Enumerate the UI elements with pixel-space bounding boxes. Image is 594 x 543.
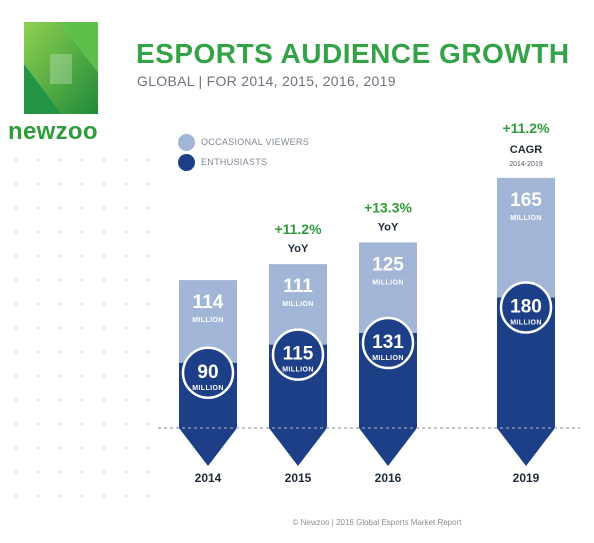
legend-occasional-label: OCCASIONAL VIEWERS	[201, 137, 310, 147]
chart-subtitle: GLOBAL | FOR 2014, 2015, 2016, 2019	[137, 73, 396, 89]
growth-type-2016: YoY	[378, 221, 399, 233]
circle-enthusiasts-2015	[271, 328, 325, 381]
category-label-2015: 2015	[285, 471, 312, 485]
bar-occasional-2014	[179, 280, 237, 363]
circle-enthusiasts-2014	[181, 346, 235, 399]
legend-enthusiasts-label: ENTHUSIASTS	[201, 157, 268, 167]
bar-enthusiasts-2019	[497, 297, 555, 466]
circle-enthusiasts-2019	[499, 281, 553, 334]
label-enthusiasts-unit-2019: MILLION	[510, 320, 542, 327]
label-enthusiasts-value-2019: 180	[510, 297, 542, 318]
label-enthusiasts-value-2015: 115	[283, 344, 314, 365]
category-label-2016: 2016	[375, 471, 402, 485]
bar-occasional-2015	[269, 264, 327, 345]
label-occasional-value-2014: 114	[193, 292, 224, 313]
bar-enthusiasts-2016	[359, 333, 417, 466]
bar-enthusiasts-2014	[179, 362, 237, 466]
label-enthusiasts-unit-2014: MILLION	[192, 385, 224, 392]
legend-enthusiasts-swatch	[178, 154, 195, 171]
brand-name: newzoo	[8, 118, 98, 145]
source-note: © Newzoo | 2016 Global Esports Market Re…	[292, 518, 462, 527]
label-enthusiasts-value-2014: 90	[197, 362, 218, 383]
label-enthusiasts-unit-2016: MILLION	[372, 355, 404, 362]
bar-occasional-2016	[359, 242, 417, 334]
label-occasional-unit-2019: MILLION	[510, 215, 542, 222]
label-occasional-value-2015: 111	[283, 276, 313, 297]
label-occasional-value-2016: 125	[372, 254, 404, 275]
label-occasional-value-2019: 165	[510, 190, 542, 211]
bar-occasional-2019	[497, 177, 555, 298]
growth-value-2019: +11.2%	[502, 120, 550, 136]
label-occasional-unit-2014: MILLION	[192, 317, 224, 324]
category-label-2014: 2014	[195, 471, 222, 485]
label-occasional-unit-2016: MILLION	[372, 279, 404, 286]
newzoo-logo-icon	[24, 22, 98, 114]
legend-occasional-swatch	[178, 134, 195, 151]
chart-title: ESPORTS AUDIENCE GROWTH	[136, 38, 570, 69]
growth-type-2019: CAGR	[510, 144, 542, 156]
label-enthusiasts-unit-2015: MILLION	[282, 367, 314, 374]
label-occasional-unit-2015: MILLION	[282, 301, 314, 308]
bar-enthusiasts-2015	[269, 344, 327, 466]
category-label-2019: 2019	[513, 471, 540, 485]
growth-period-2019: 2014-2019	[509, 161, 543, 168]
legend-enthusiasts: ENTHUSIASTS	[178, 154, 338, 174]
growth-value-2016: +13.3%	[364, 199, 412, 215]
circle-enthusiasts-2016	[361, 316, 415, 370]
growth-type-2015: YoY	[288, 243, 309, 255]
label-enthusiasts-value-2016: 131	[372, 332, 404, 353]
growth-value-2015: +11.2%	[274, 221, 322, 237]
legend-occasional: OCCASIONAL VIEWERS	[178, 134, 338, 154]
